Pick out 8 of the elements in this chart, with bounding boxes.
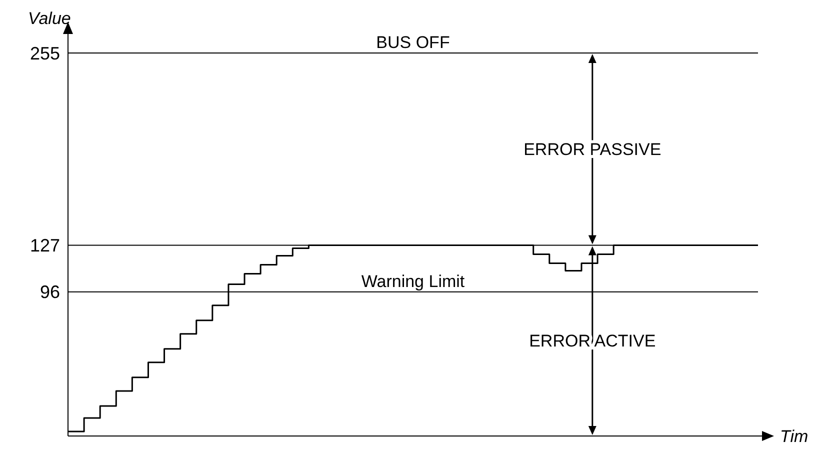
ref-line-label: BUS OFF [376, 33, 450, 52]
y-tick-label: 255 [30, 43, 60, 64]
y-tick-label: 127 [30, 236, 60, 256]
annotation: ERROR ACTIVE [529, 332, 656, 351]
x-axis-title: Tim [780, 427, 808, 446]
y-axis-title: Value [28, 9, 71, 28]
ref-line-label: Warning Limit [361, 272, 465, 291]
y-tick-label: 96 [40, 282, 60, 302]
